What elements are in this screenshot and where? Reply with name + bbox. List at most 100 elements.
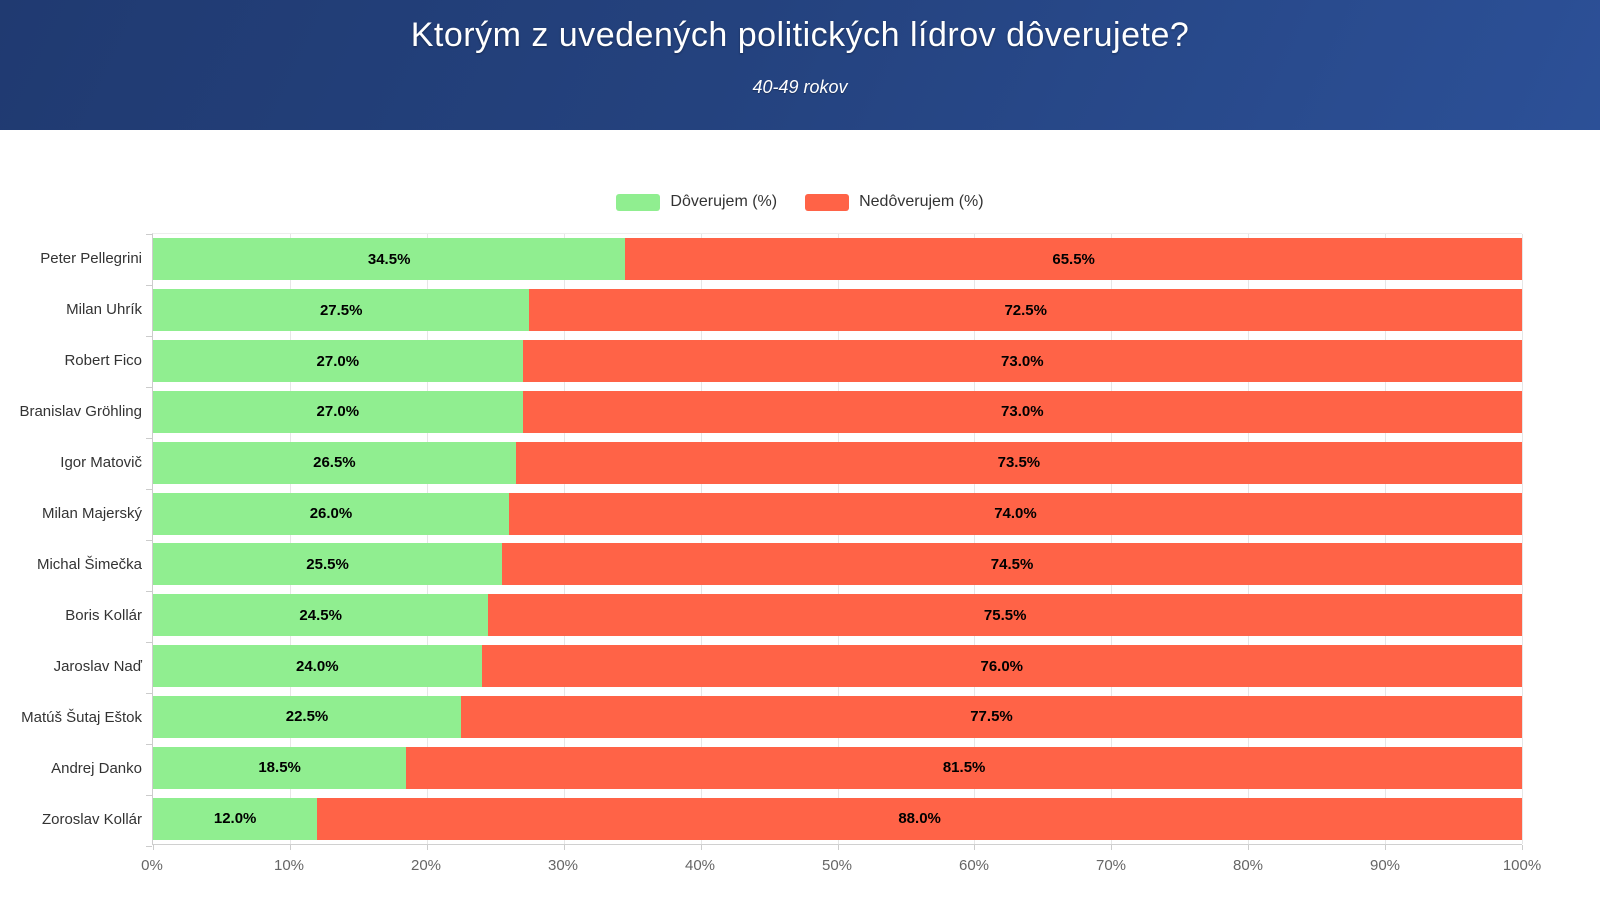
bar-value-label: 74.0% — [994, 505, 1037, 523]
x-axis-labels: 0% 10% 20% 30% 40% 50% 60% 70% 80% 90% 100% — [141, 857, 1541, 877]
x-axis-label: 10% — [273, 857, 305, 874]
category-label: Matúš Šutaj Eštok — [21, 709, 142, 726]
category-label: Milan Majerský — [41, 505, 142, 522]
category-label: Branislav Gröhling — [19, 403, 142, 420]
bar-segment-nedoverujem[interactable]: 73.5% — [515, 441, 1522, 484]
category-axis-tick — [146, 795, 152, 796]
category-label: Robert Fico — [64, 352, 142, 369]
bar-value-label: 81.5% — [942, 759, 986, 777]
x-axis-tick — [1385, 845, 1387, 850]
bar-value-label: 34.5% — [367, 250, 411, 268]
header: Ktorým z uvedených politických lídrov dô… — [0, 0, 1600, 130]
legend-item-nedoverujem[interactable]: Nedôverujem (%) — [805, 193, 984, 211]
bar-value-label: 73.0% — [1001, 403, 1044, 421]
bar-value-label: 12.0% — [213, 810, 257, 828]
bar-segment-doverujem[interactable]: 26.0% — [153, 492, 509, 535]
bar-value-label: 22.5% — [285, 708, 329, 726]
x-axis-tick — [1248, 845, 1250, 850]
chart: Dôverujem (%) Nedôverujem (%) Peter Pell… — [0, 130, 1600, 907]
bar-segment-doverujem[interactable]: 25.5% — [153, 543, 503, 586]
category-axis-tick — [146, 846, 152, 847]
stacked-bar: 27.0% 73.0% — [153, 390, 1522, 433]
gridline — [1111, 234, 1113, 844]
legend: Dôverujem (%) Nedôverujem (%) — [0, 193, 1600, 211]
bar-value-label: 73.5% — [997, 454, 1041, 472]
bar-row: 22.5% 77.5% — [153, 691, 1522, 742]
gridline — [426, 234, 428, 844]
category-axis-tick — [146, 438, 152, 439]
x-axis-label: 20% — [410, 857, 442, 874]
gridlines — [146, 234, 1523, 850]
bar-segment-nedoverujem[interactable]: 74.0% — [508, 492, 1522, 535]
stacked-bar: 26.5% 73.5% — [153, 441, 1522, 484]
bar-value-label: 25.5% — [306, 555, 349, 573]
bar-segment-nedoverujem[interactable]: 65.5% — [625, 238, 1522, 281]
bar-value-label: 27.5% — [319, 301, 363, 319]
bar-segment-doverujem[interactable]: 27.0% — [153, 390, 523, 433]
x-axis-label: 50% — [821, 857, 853, 874]
category-label: Jaroslav Naď — [53, 658, 142, 675]
bar-segment-doverujem[interactable]: 18.5% — [153, 746, 407, 789]
bar-segment-nedoverujem[interactable]: 73.0% — [522, 340, 1522, 383]
stacked-bar: 26.0% 74.0% — [153, 492, 1522, 535]
category-labels: Peter Pellegrini Milan Uhrík Robert Fico Br… — [0, 233, 142, 845]
stacked-bar: 24.5% 75.5% — [153, 594, 1522, 637]
gridline — [1385, 234, 1387, 844]
category-axis-tick — [146, 285, 152, 286]
bar-segment-nedoverujem[interactable]: 88.0% — [317, 797, 1522, 840]
x-axis-tick — [1522, 845, 1523, 850]
bar-value-label: 77.5% — [970, 708, 1013, 726]
bar-segment-nedoverujem[interactable]: 81.5% — [406, 746, 1522, 789]
bar-segment-doverujem[interactable]: 34.5% — [153, 238, 626, 281]
x-axis-tick — [563, 845, 565, 850]
gridline — [700, 234, 702, 844]
x-axis-label: 80% — [1232, 857, 1264, 874]
bar-segment-nedoverujem[interactable]: 72.5% — [529, 289, 1522, 332]
category-axis-tick — [146, 387, 152, 388]
x-axis-tick — [289, 845, 291, 850]
category-label: Andrej Danko — [51, 760, 142, 777]
bar-segment-doverujem[interactable]: 12.0% — [153, 797, 318, 840]
bar-segment-doverujem[interactable]: 27.0% — [153, 340, 523, 383]
bar-value-label: 24.5% — [299, 606, 342, 624]
bar-row: 27.5% 72.5% — [153, 285, 1522, 336]
bar-row: 24.5% 75.5% — [153, 590, 1522, 641]
gridline — [837, 234, 839, 844]
bar-row: 26.5% 73.5% — [153, 437, 1522, 488]
category-label: Igor Matovič — [60, 454, 142, 471]
bar-segment-nedoverujem[interactable]: 73.0% — [522, 390, 1522, 433]
gridline — [1248, 234, 1250, 844]
category-axis-tick — [146, 234, 152, 235]
bar-segment-nedoverujem[interactable]: 75.5% — [488, 594, 1522, 637]
stacked-bar: 12.0% 88.0% — [153, 797, 1522, 840]
bar-value-label: 27.0% — [316, 352, 360, 370]
x-axis-label: 0% — [141, 857, 163, 874]
stacked-bar: 25.5% 74.5% — [153, 543, 1522, 586]
bar-segment-nedoverujem[interactable]: 76.0% — [481, 645, 1522, 688]
bar-rows: 34.5% 65.5% 27.5% 72.5% 27.0% 73.0% 27.0% 73.0%… — [153, 234, 1522, 844]
category-axis-tick — [146, 744, 152, 745]
bar-segment-doverujem[interactable]: 24.5% — [153, 594, 489, 637]
bar-segment-doverujem[interactable]: 26.5% — [153, 441, 516, 484]
category-axis-tick — [146, 336, 152, 337]
category-label: Milan Uhrík — [66, 301, 142, 318]
gridline — [289, 234, 291, 844]
stacked-bar: 18.5% 81.5% — [153, 746, 1522, 789]
x-axis-tick — [700, 845, 702, 850]
page-title: Ktorým z uvedených politických lídrov dô… — [410, 16, 1190, 54]
bar-segment-doverujem[interactable]: 24.0% — [153, 645, 482, 688]
bar-segment-doverujem[interactable]: 22.5% — [153, 695, 462, 738]
bar-value-label: 73.0% — [1001, 352, 1044, 370]
gridline — [1522, 234, 1523, 844]
stacked-bar: 27.5% 72.5% — [153, 289, 1522, 332]
bar-segment-nedoverujem[interactable]: 77.5% — [461, 695, 1522, 738]
bar-value-label: 27.0% — [316, 403, 360, 421]
category-label: Zoroslav Kollár — [41, 811, 142, 828]
bar-row: 27.0% 73.0% — [153, 386, 1522, 437]
category-label: Peter Pellegrini — [40, 250, 142, 267]
page-subtitle: 40-49 rokov — [752, 77, 848, 97]
bar-segment-nedoverujem[interactable]: 74.5% — [502, 543, 1522, 586]
bar-segment-doverujem[interactable]: 27.5% — [153, 289, 530, 332]
legend-item-doverujem[interactable]: Dôverujem (%) — [616, 193, 777, 211]
bar-value-label: 75.5% — [983, 606, 1027, 624]
